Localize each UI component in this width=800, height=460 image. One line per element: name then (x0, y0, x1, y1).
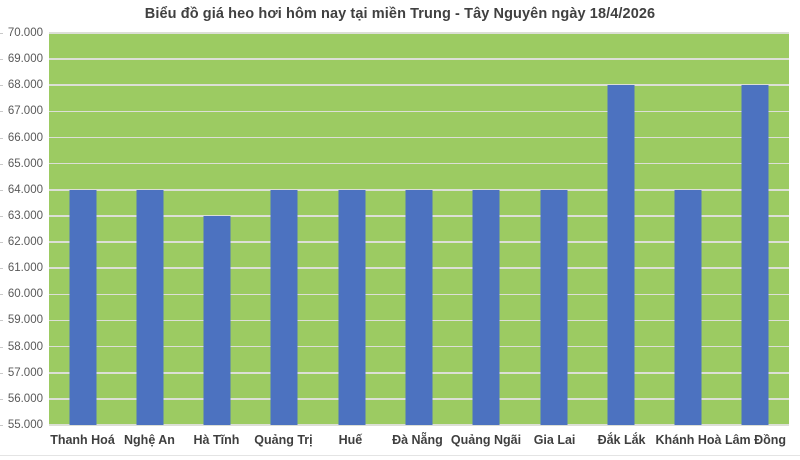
bar-6 (472, 189, 500, 425)
y-axis-tick-label: 61.000 (7, 262, 43, 275)
left-edge-tick (0, 398, 3, 400)
left-edge-tick (0, 59, 3, 61)
bottom-divider (0, 455, 800, 456)
bar-9 (674, 189, 702, 425)
y-axis-tick-label: 58.000 (7, 340, 43, 353)
y-axis-tick-label: 62.000 (7, 236, 43, 249)
left-edge-tick (0, 137, 3, 139)
left-edge-ticks (0, 33, 4, 426)
x-axis-category-label: Quảng Ngãi (450, 433, 522, 447)
y-axis-tick-label: 68.000 (7, 79, 43, 92)
left-edge-tick (0, 33, 3, 34)
y-axis-tick-label: 63.000 (7, 209, 43, 222)
y-axis-tick-label: 56.000 (7, 392, 43, 405)
bar-4 (338, 189, 366, 425)
x-axis-category-label: Lâm Đồng (724, 433, 787, 447)
y-axis-tick-label: 67.000 (7, 105, 43, 118)
left-edge-tick (0, 425, 3, 426)
gridline (49, 189, 789, 191)
chart-title: Biểu đồ giá heo hơi hôm nay tại miền Tru… (144, 6, 656, 22)
left-edge-tick (0, 111, 3, 113)
x-axis-category-label: Khánh Hoà (655, 433, 722, 447)
x-axis-category-label: Hà Tĩnh (193, 433, 240, 447)
y-axis-tick-label: 60.000 (7, 288, 43, 301)
left-edge-tick (0, 346, 3, 348)
x-axis-category-label: Đắk Lắk (597, 433, 646, 447)
y-axis-tick-label: 65.000 (7, 157, 43, 170)
bar-2 (203, 215, 231, 425)
x-axis-category-label: Quảng Trị (254, 433, 313, 447)
bar-0 (69, 189, 97, 425)
left-edge-tick (0, 268, 3, 270)
bar-1 (136, 189, 164, 425)
plot-area (49, 32, 789, 426)
y-axis-tick-label: 66.000 (7, 131, 43, 144)
x-axis-category-label: Nghệ An (124, 433, 175, 447)
bar-10 (741, 85, 769, 425)
left-edge-tick (0, 320, 3, 322)
left-edge-tick (0, 85, 3, 87)
x-axis: Thanh Hoá Nghệ An Hà Tĩnh Quảng Trị Huế Đà Nẵ… (49, 431, 789, 449)
gridline (49, 136, 789, 139)
gridline (49, 58, 789, 60)
left-edge-tick (0, 163, 3, 165)
y-axis-tick-label: 59.000 (7, 314, 43, 327)
left-edge-tick (0, 372, 3, 374)
x-axis-category-label: Gia Lai (533, 433, 576, 447)
y-axis-tick-label: 69.000 (7, 53, 43, 66)
left-edge-tick (0, 189, 3, 191)
left-edge-tick (0, 242, 3, 244)
y-axis: 70.000 69.000 68.000 67.000 66.000 65.000 64.0… (0, 27, 43, 431)
gridline (49, 32, 789, 34)
x-axis-category-label: Đà Nẵng (392, 433, 443, 447)
gridline (49, 84, 789, 87)
x-axis-category-label: Thanh Hoá (50, 433, 115, 447)
gridline (49, 162, 789, 165)
bar-7 (540, 189, 568, 425)
y-axis-tick-label: 55.000 (7, 419, 43, 431)
x-axis-category-label: Huế (338, 433, 363, 447)
bar-8 (607, 85, 635, 425)
bar-3 (270, 189, 298, 425)
y-axis-tick-label: 64.000 (7, 183, 43, 196)
gridline (49, 110, 789, 113)
left-edge-tick (0, 215, 3, 217)
left-edge-tick (0, 294, 3, 296)
y-axis-tick-label: 57.000 (7, 366, 43, 379)
bar-5 (405, 189, 433, 425)
y-axis-tick-label: 70.000 (7, 27, 43, 39)
